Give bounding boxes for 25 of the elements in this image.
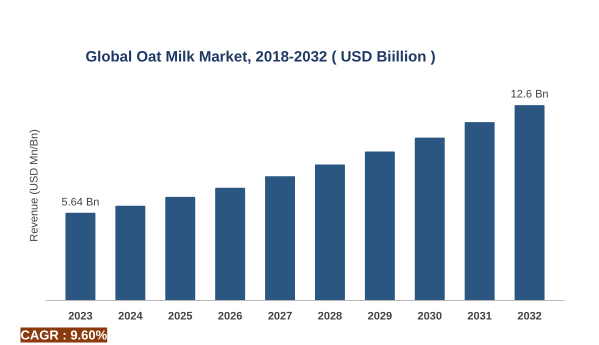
x-tick-label: 2023 [68,310,93,322]
y-axis-title: Revenue (USD Mn/Bn) [28,129,40,242]
bar [215,188,246,300]
x-tick-label: 2032 [517,310,542,322]
bar [265,176,296,300]
bar [165,196,196,300]
text: CAGR : 9.60% [20,328,108,342]
x-tick-label: 2028 [318,310,342,322]
x-tick-label: 2026 [218,310,242,322]
chart-title: Global Oat Milk Market, 2018-2032 ( USD Biillion ) [86,48,436,66]
x-tick-label: 2024 [118,310,144,322]
bar [514,105,545,300]
x-tick-label: 2029 [368,310,392,322]
data-label: 5.64 Bn [61,196,100,208]
bar [364,151,395,300]
bar [314,164,345,300]
x-tick-label: 2030 [418,310,442,322]
bar [414,138,445,300]
bar [464,122,495,300]
data-label: 12.6 Bn [510,88,549,101]
bar [115,206,146,300]
x-tick-label: 2031 [467,310,492,322]
x-tick-label: 2025 [168,310,192,322]
x-tick-label: 2027 [268,310,292,322]
bar [65,212,96,300]
